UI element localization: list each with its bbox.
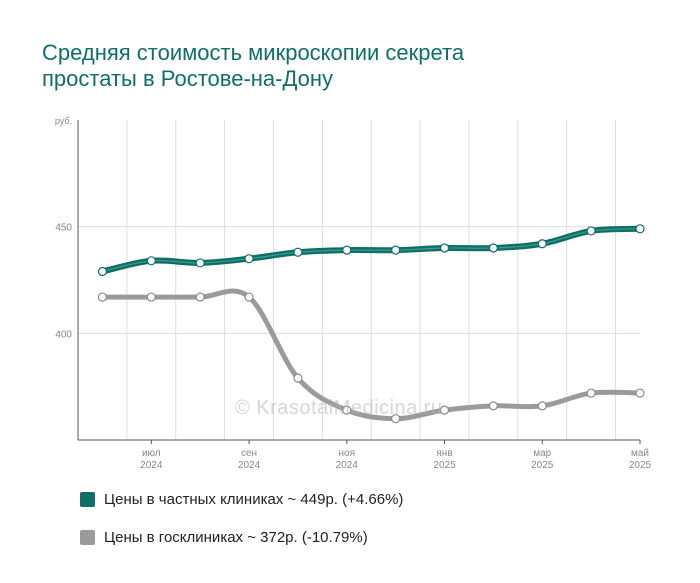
data-point-private — [391, 245, 401, 255]
x-tick-label-month: мар — [533, 448, 551, 459]
data-point-private — [439, 243, 450, 253]
legend-label-private: Цены в частных клиниках ~ 449р. (+4.66%) — [104, 490, 404, 508]
x-tick-label-month: янв — [436, 448, 452, 459]
x-tick-label-month: июл — [142, 448, 161, 459]
data-point-private — [97, 266, 108, 277]
legend-label-public: Цены в госклиниках ~ 372р. (-10.79%) — [104, 528, 368, 546]
x-tick-label-month: сен — [241, 448, 257, 459]
data-point-public — [244, 292, 254, 302]
legend-swatch-public — [80, 529, 95, 545]
data-point-private — [146, 256, 156, 266]
x-tick-label-month: май — [631, 448, 649, 459]
data-point-private — [586, 226, 596, 236]
data-point-public — [537, 401, 547, 411]
x-tick-label-year: 2025 — [433, 460, 456, 471]
chart-title: Средняя стоимость микроскопии секрета пр… — [42, 40, 602, 92]
legend-item-private[interactable]: Цены в частных клиниках ~ 449р. (+4.66%) — [80, 488, 403, 510]
legend: Цены в частных клиниках ~ 449р. (+4.66%)… — [80, 488, 403, 564]
x-tick-label-year: 2024 — [140, 460, 163, 471]
data-point-private — [488, 243, 498, 253]
x-tick-label-year: 2025 — [629, 460, 652, 471]
data-point-private — [293, 247, 303, 257]
data-point-public — [586, 388, 596, 398]
data-point-public — [391, 414, 401, 424]
chart-title-line-2: простаты в Ростове-на-Дону — [42, 66, 334, 91]
data-point-public — [635, 388, 645, 398]
data-point-public — [97, 292, 108, 302]
data-point-private — [342, 245, 352, 255]
x-tick-label-year: 2024 — [238, 460, 261, 471]
legend-swatch-private — [80, 491, 95, 507]
line-chart: руб.400450июл2024сен2024ноя2024янв2025ма… — [55, 116, 652, 471]
data-point-public — [342, 405, 352, 415]
data-point-private — [195, 258, 205, 268]
x-tick-label-year: 2025 — [531, 460, 554, 471]
watermark: © KrasotaiMedicina.ru — [235, 397, 443, 419]
y-tick-label: 450 — [55, 223, 72, 234]
x-tick-label-year: 2024 — [336, 460, 359, 471]
x-tick-label-month: ноя — [339, 448, 356, 459]
data-point-public — [195, 292, 205, 302]
data-point-public — [439, 405, 450, 415]
data-point-private — [244, 254, 254, 264]
y-tick-label: 400 — [55, 329, 72, 340]
data-point-public — [293, 373, 303, 383]
chart-title-line-1: Средняя стоимость микроскопии секрета — [42, 40, 465, 65]
data-point-private — [537, 239, 547, 249]
legend-item-public[interactable]: Цены в госклиниках ~ 372р. (-10.79%) — [80, 526, 403, 548]
data-point-private — [635, 224, 645, 234]
data-point-public — [146, 292, 156, 302]
y-axis-label: руб. — [55, 116, 72, 126]
data-point-public — [488, 401, 498, 411]
